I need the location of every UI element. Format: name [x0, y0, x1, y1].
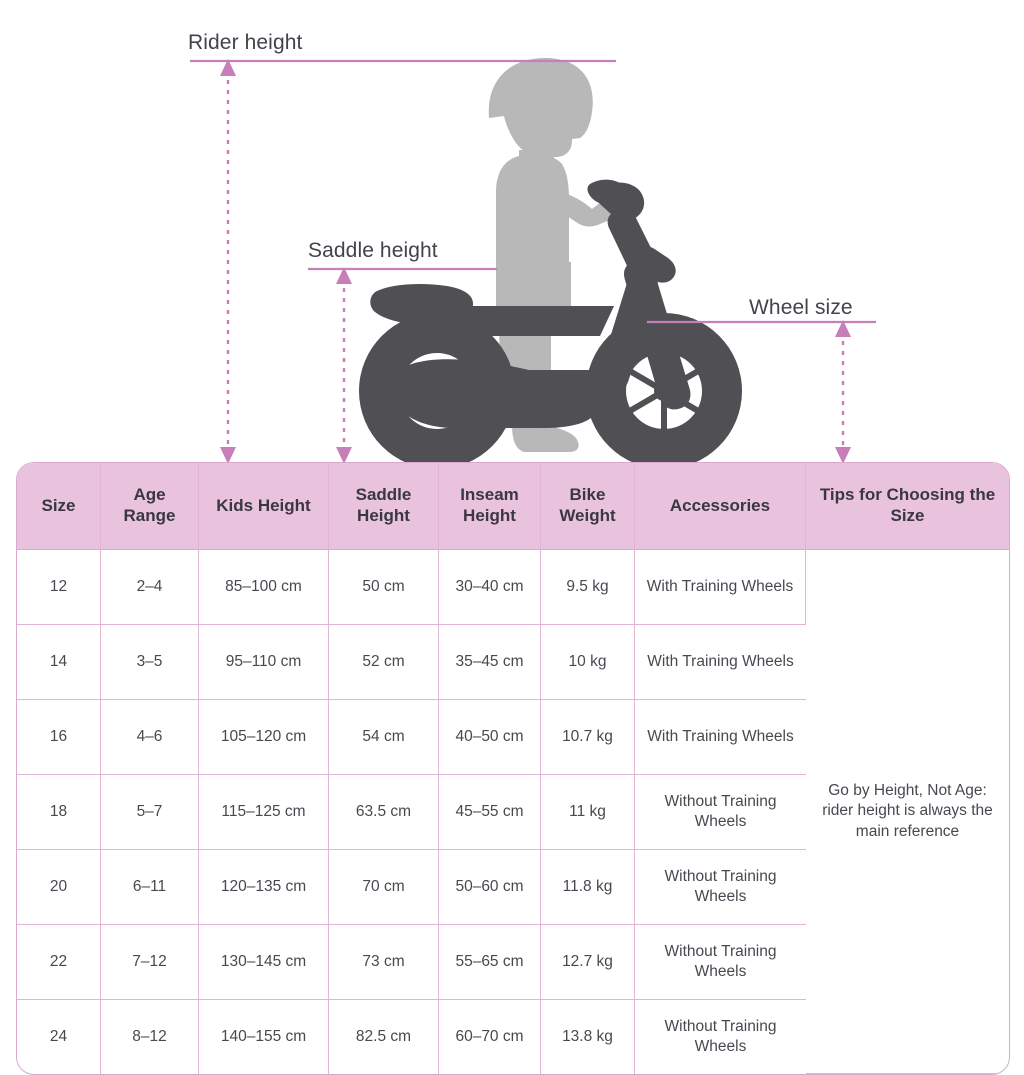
table-row: 22 7–12 130–145 cm 73 cm 55–65 cm 12.7 k… — [17, 925, 1009, 1000]
cell-age-range: 4–6 — [101, 700, 199, 775]
cell-bike-weight: 12.7 kg — [541, 925, 635, 1000]
column-header-saddle-height[interactable]: Saddle Height — [329, 463, 439, 550]
dimension-arrowheads — [220, 59, 851, 464]
cell-kids-height: 115–125 cm — [199, 775, 329, 850]
cell-accessories: Without Training Wheels — [664, 1017, 777, 1055]
cell-kids-height: 95–110 cm — [199, 625, 329, 700]
cell-size: 14 — [17, 625, 101, 700]
column-header-tips[interactable]: Tips for Choosing the Size — [806, 463, 1009, 550]
cell-size: 24 — [17, 1000, 101, 1074]
cell-inseam-height: 45–55 cm — [439, 775, 541, 850]
cell-size: 18 — [17, 775, 101, 850]
wheel-size-arrowhead-up — [835, 320, 851, 337]
cell-saddle-height: 52 cm — [329, 625, 439, 700]
cell-tips: Go by Height, Not Age: rider height is a… — [806, 550, 1009, 1074]
cell-kids-height: 85–100 cm — [199, 550, 329, 625]
cell-bike-weight: 13.8 kg — [541, 1000, 635, 1074]
size-chart-table: Size Age Range Kids Height Saddle Height… — [16, 462, 1010, 1075]
rider-height-arrowhead-up — [220, 59, 236, 76]
table-row: 16 4–6 105–120 cm 54 cm 40–50 cm 10.7 kg… — [17, 700, 1009, 775]
cell-saddle-height: 50 cm — [329, 550, 439, 625]
dimension-arrows — [226, 70, 845, 452]
cell-accessories: Without Training Wheels — [635, 850, 806, 925]
cell-saddle-height: 73 cm — [329, 925, 439, 1000]
callout-label-wheel-size: Wheel size — [749, 296, 853, 319]
rider-height-arrowhead-down — [220, 447, 236, 464]
cell-inseam-height: 50–60 cm — [439, 850, 541, 925]
cell-inseam-height: 40–50 cm — [439, 700, 541, 775]
column-header-bike-weight[interactable]: Bike Weight — [541, 463, 635, 550]
table-row: 14 3–5 95–110 cm 52 cm 35–45 cm 10 kg Wi… — [17, 625, 1009, 700]
cell-accessories: With Training Wheels — [635, 625, 806, 700]
cell-age-range: 5–7 — [101, 775, 199, 850]
guide-lines — [190, 59, 876, 324]
callout-label-saddle-height: Saddle height — [308, 239, 438, 262]
cell-size: 20 — [17, 850, 101, 925]
cell-age-range: 7–12 — [101, 925, 199, 1000]
cell-accessories: With Training Wheels — [635, 550, 806, 625]
table-row: 20 6–11 120–135 cm 70 cm 50–60 cm 11.8 k… — [17, 850, 1009, 925]
table-body: 12 2–4 85–100 cm 50 cm 30–40 cm 9.5 kg W… — [17, 550, 1009, 1074]
cell-saddle-height: 54 cm — [329, 700, 439, 775]
cell-accessories: With Training Wheels — [635, 700, 806, 775]
table-row: 12 2–4 85–100 cm 50 cm 30–40 cm 9.5 kg W… — [17, 550, 1009, 1074]
cell-age-range: 6–11 — [101, 850, 199, 925]
column-header-size[interactable]: Size — [17, 463, 101, 550]
kids-bicycle-silhouette — [359, 179, 742, 469]
cell-inseam-height: 30–40 cm — [439, 550, 541, 625]
cell-inseam-height: 35–45 cm — [439, 625, 541, 700]
column-header-accessories[interactable]: Accessories — [635, 463, 806, 550]
cell-age-range: 3–5 — [101, 625, 199, 700]
bike-sizing-illustration: Rider height Saddle height Wheel size — [0, 0, 1024, 470]
cell-age-range: 8–12 — [101, 1000, 199, 1074]
cell-saddle-height: 63.5 cm — [329, 775, 439, 850]
cell-size: 16 — [17, 700, 101, 775]
column-header-age-range[interactable]: Age Range — [101, 463, 199, 550]
cell-kids-height: 130–145 cm — [199, 925, 329, 1000]
cell-kids-height: 140–155 cm — [199, 1000, 329, 1074]
cell-saddle-height: 70 cm — [329, 850, 439, 925]
cell-kids-height: 120–135 cm — [199, 850, 329, 925]
cell-bike-weight: 11.8 kg — [541, 850, 635, 925]
cell-accessories: Without Training Wheels — [635, 925, 806, 1000]
cell-saddle-height: 82.5 cm — [329, 1000, 439, 1074]
table-header-row: Size Age Range Kids Height Saddle Height… — [17, 463, 1009, 550]
callout-label-rider-height: Rider height — [188, 31, 303, 54]
cell-bike-weight: 10.7 kg — [541, 700, 635, 775]
bike-size-chart: Size Age Range Kids Height Saddle Height… — [16, 462, 1010, 1075]
cell-age-range: 2–4 — [101, 550, 199, 625]
cell-bike-weight: 11 kg — [541, 775, 635, 850]
column-header-kids-height[interactable]: Kids Height — [199, 463, 329, 550]
saddle-height-arrowhead-up — [336, 267, 352, 284]
illustration-svg — [190, 58, 876, 469]
cell-size: 22 — [17, 925, 101, 1000]
cell-kids-height: 105–120 cm — [199, 700, 329, 775]
cell-inseam-height: 55–65 cm — [439, 925, 541, 1000]
saddle-height-arrowhead-down — [336, 447, 352, 464]
cell-accessories: Without Training Wheels — [635, 775, 806, 850]
column-header-inseam-height[interactable]: Inseam Height — [439, 463, 541, 550]
cell-bike-weight: 9.5 kg — [541, 550, 635, 625]
cell-bike-weight: 10 kg — [541, 625, 635, 700]
table-row: 18 5–7 115–125 cm 63.5 cm 45–55 cm 11 kg… — [17, 775, 1009, 850]
cell-size: 12 — [17, 550, 101, 625]
cell-inseam-height: 60–70 cm — [439, 1000, 541, 1074]
wheel-size-arrowhead-down — [835, 447, 851, 464]
